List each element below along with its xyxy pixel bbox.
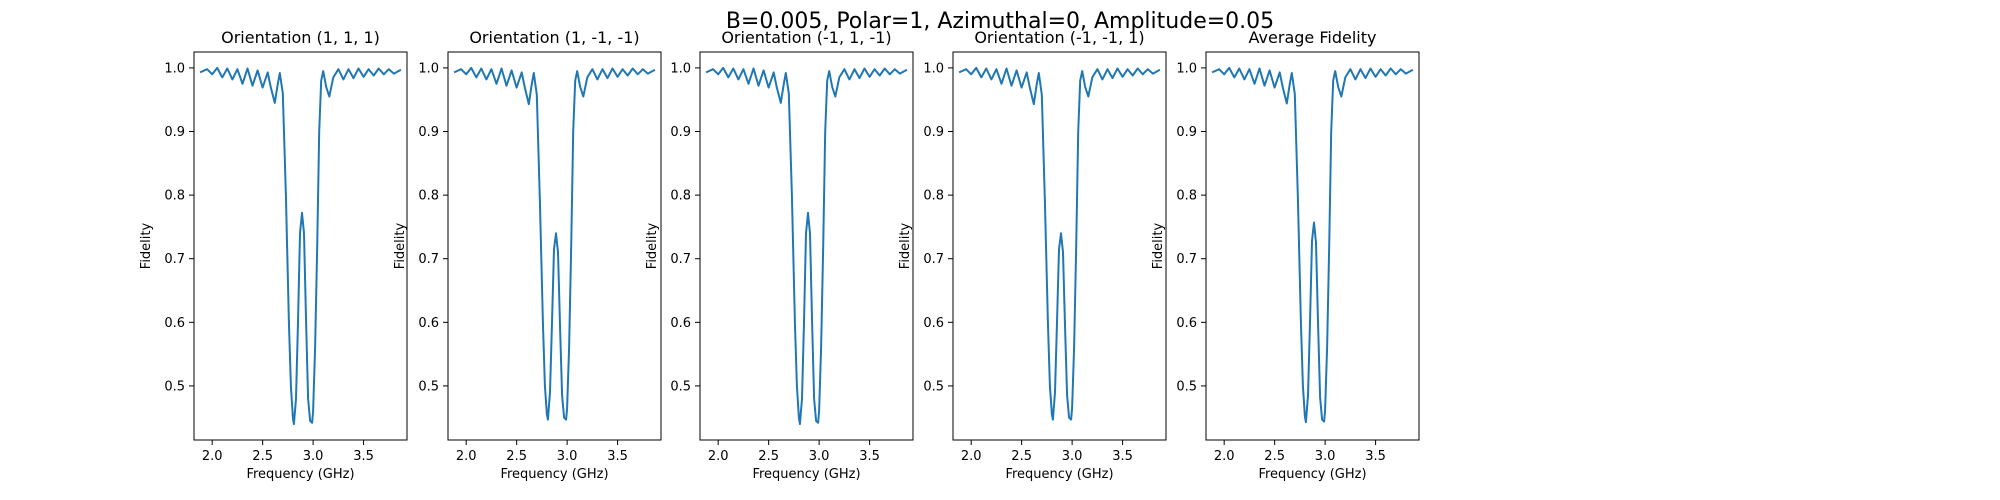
y-tick-label: 0.6 bbox=[418, 316, 439, 331]
y-axis-label: Fidelity bbox=[139, 222, 154, 269]
y-tick-label: 0.7 bbox=[1176, 252, 1197, 267]
y-tick-label: 0.5 bbox=[1176, 379, 1197, 394]
y-tick-label: 0.9 bbox=[670, 125, 691, 140]
x-axis-label: Frequency (GHz) bbox=[1005, 467, 1113, 482]
y-tick-label: 0.8 bbox=[164, 189, 185, 204]
x-tick-label: 2.5 bbox=[506, 449, 527, 464]
x-tick-label: 2.0 bbox=[961, 449, 982, 464]
y-tick-label: 0.7 bbox=[670, 252, 691, 267]
subplot-grid: Orientation (1, 1, 1) 2.0 2.5 3.0 3.5 0.5 0.6 0… bbox=[139, 28, 1420, 482]
x-tick-label: 2.0 bbox=[202, 449, 223, 464]
y-tick-label: 0.9 bbox=[164, 125, 185, 140]
y-tick-label: 1.0 bbox=[1176, 61, 1197, 76]
y-tick-label: 0.7 bbox=[923, 252, 944, 267]
x-axis-label: Frequency (GHz) bbox=[500, 467, 608, 482]
x-tick-label: 3.5 bbox=[607, 449, 628, 464]
x-tick-label: 3.0 bbox=[1315, 449, 1336, 464]
subplot-title: Orientation (-1, 1, -1) bbox=[721, 28, 891, 47]
y-tick-label: 1.0 bbox=[923, 61, 944, 76]
y-axis-label: Fidelity bbox=[898, 222, 913, 269]
x-tick-label: 3.5 bbox=[353, 449, 374, 464]
fidelity-line bbox=[199, 66, 402, 426]
y-axis-label: Fidelity bbox=[393, 222, 408, 269]
y-tick-label: 1.0 bbox=[164, 61, 185, 76]
fidelity-line bbox=[1211, 66, 1414, 424]
x-tick-label: 2.5 bbox=[1264, 449, 1285, 464]
y-tick-label: 0.7 bbox=[418, 252, 439, 267]
subplot-4: Orientation (-1, -1, 1) 2.0 2.5 3.0 3.5 0.5 0.… bbox=[898, 28, 1167, 482]
x-tick-label: 2.5 bbox=[252, 449, 273, 464]
x-tick-label: 2.5 bbox=[1011, 449, 1032, 464]
y-tick-label: 1.0 bbox=[670, 61, 691, 76]
x-tick-label: 3.0 bbox=[557, 449, 578, 464]
y-tick-label: 0.8 bbox=[1176, 189, 1197, 204]
y-tick-label: 0.7 bbox=[164, 252, 185, 267]
fidelity-line bbox=[453, 66, 656, 421]
y-tick-label: 1.0 bbox=[418, 61, 439, 76]
subplot-3: Orientation (-1, 1, -1) 2.0 2.5 3.0 3.5 0.5 0.… bbox=[645, 28, 914, 482]
subplot-title: Orientation (-1, -1, 1) bbox=[974, 28, 1144, 47]
subplot-title: Average Fidelity bbox=[1249, 28, 1377, 47]
y-tick-label: 0.9 bbox=[418, 125, 439, 140]
plot-frame bbox=[1205, 51, 1420, 441]
figure-suptitle: B=0.005, Polar=1, Azimuthal=0, Amplitude… bbox=[726, 9, 1274, 34]
x-tick-label: 2.0 bbox=[708, 449, 729, 464]
y-axis-label: Fidelity bbox=[1151, 222, 1166, 269]
y-tick-label: 0.8 bbox=[670, 189, 691, 204]
plot-frame bbox=[447, 51, 662, 441]
fidelity-line bbox=[958, 66, 1161, 421]
subplot-title: Orientation (1, -1, -1) bbox=[469, 28, 639, 47]
subplot-2: Orientation (1, -1, -1) 2.0 2.5 3.0 3.5 0.5 0.… bbox=[393, 28, 662, 482]
plot-frame bbox=[952, 51, 1167, 441]
y-tick-label: 0.6 bbox=[164, 316, 185, 331]
y-tick-label: 0.6 bbox=[1176, 316, 1197, 331]
y-tick-label: 0.5 bbox=[670, 379, 691, 394]
y-tick-label: 0.5 bbox=[923, 379, 944, 394]
x-tick-label: 3.5 bbox=[859, 449, 880, 464]
y-tick-label: 0.5 bbox=[164, 379, 185, 394]
x-tick-label: 3.0 bbox=[1062, 449, 1083, 464]
y-tick-label: 0.8 bbox=[418, 189, 439, 204]
x-axis-label: Frequency (GHz) bbox=[752, 467, 860, 482]
y-axis-label: Fidelity bbox=[645, 222, 660, 269]
x-axis-label: Frequency (GHz) bbox=[246, 467, 354, 482]
y-tick-label: 0.5 bbox=[418, 379, 439, 394]
y-tick-label: 0.9 bbox=[923, 125, 944, 140]
subplot-title: Orientation (1, 1, 1) bbox=[221, 28, 380, 47]
x-tick-label: 3.0 bbox=[303, 449, 324, 464]
y-tick-label: 0.6 bbox=[670, 316, 691, 331]
x-tick-label: 2.5 bbox=[758, 449, 779, 464]
subplot-5: Average Fidelity 2.0 2.5 3.0 3.5 0.5 0.6 0.7 0.8… bbox=[1151, 28, 1420, 482]
y-tick-label: 0.9 bbox=[1176, 125, 1197, 140]
x-tick-label: 2.0 bbox=[456, 449, 477, 464]
x-tick-label: 3.5 bbox=[1112, 449, 1133, 464]
y-tick-label: 0.6 bbox=[923, 316, 944, 331]
plot-frame bbox=[699, 51, 914, 441]
y-tick-label: 0.8 bbox=[923, 189, 944, 204]
x-tick-label: 3.0 bbox=[809, 449, 830, 464]
subplot-1: Orientation (1, 1, 1) 2.0 2.5 3.0 3.5 0.5 0.6 0… bbox=[139, 28, 408, 482]
x-tick-label: 3.5 bbox=[1365, 449, 1386, 464]
plot-frame bbox=[193, 51, 408, 441]
x-tick-label: 2.0 bbox=[1214, 449, 1235, 464]
x-axis-label: Frequency (GHz) bbox=[1258, 467, 1366, 482]
fidelity-line bbox=[705, 66, 908, 426]
